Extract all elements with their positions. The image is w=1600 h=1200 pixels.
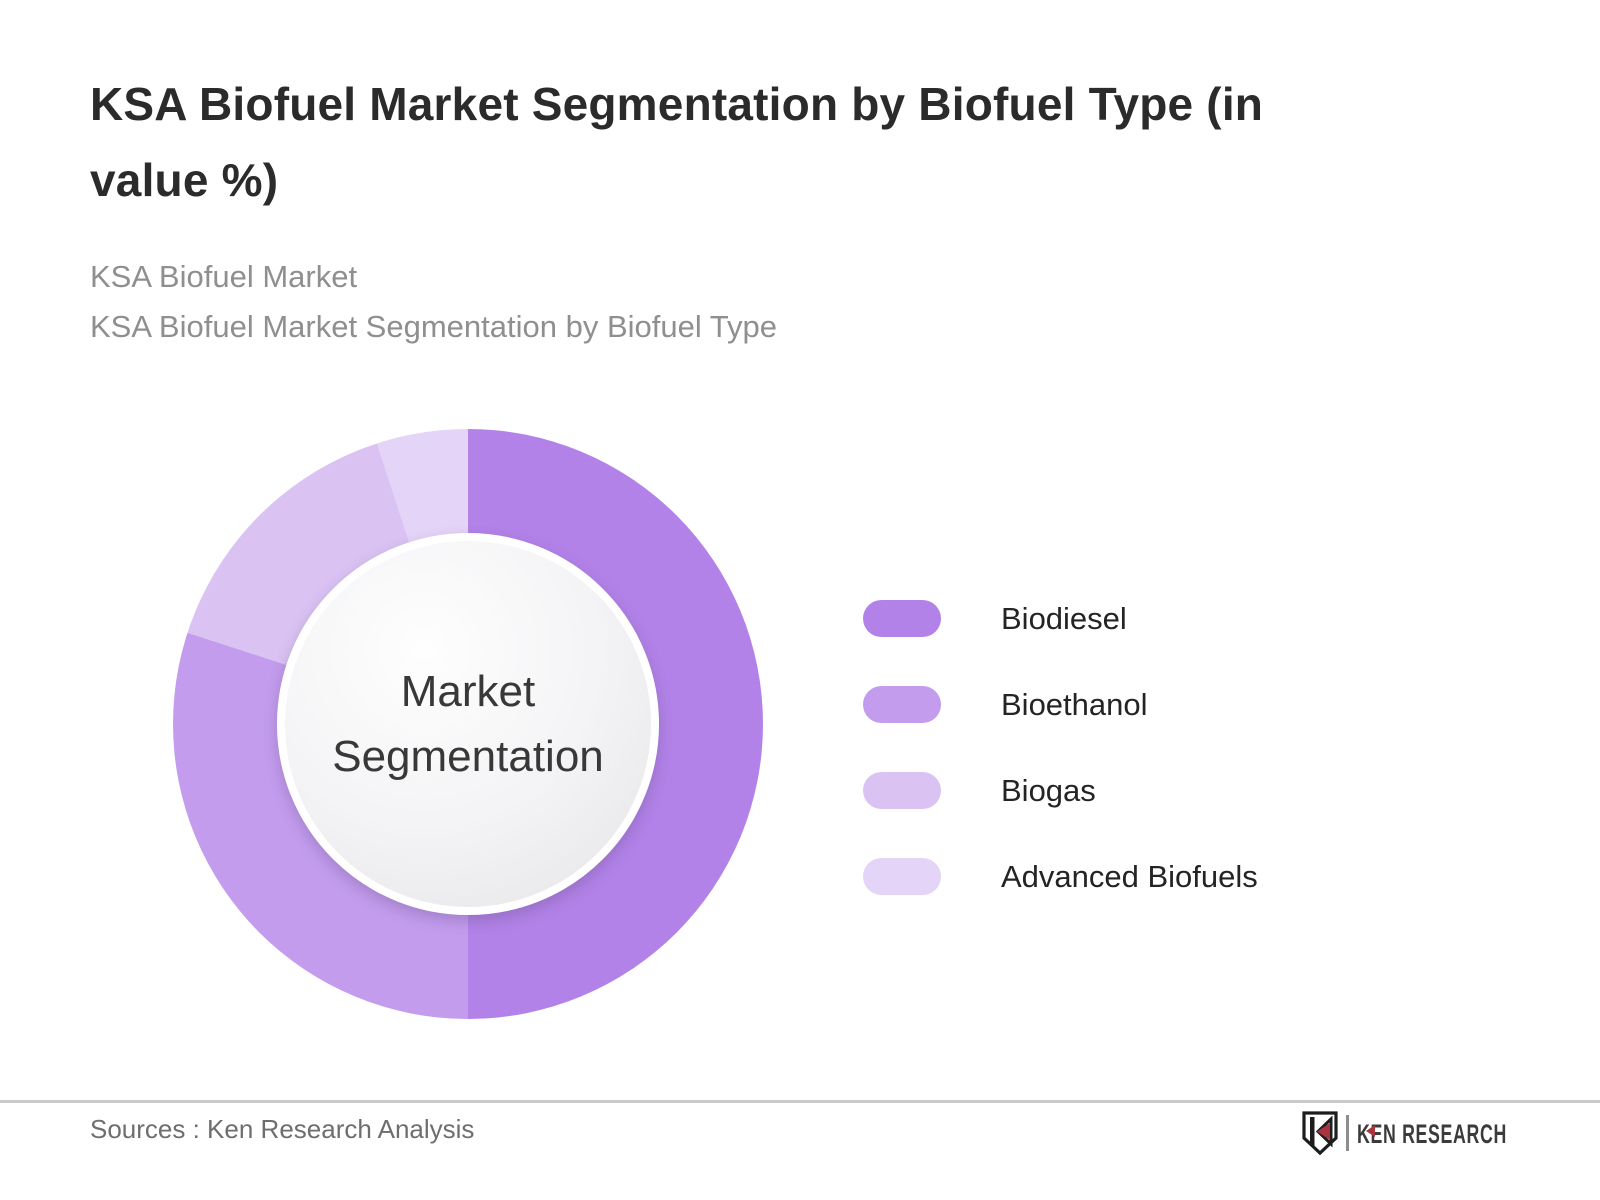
legend-label: Advanced Biofuels	[1001, 858, 1258, 894]
logo-divider	[1346, 1115, 1349, 1151]
legend-item: Biogas	[863, 772, 1258, 809]
donut-center: Market Segmentation	[277, 533, 659, 915]
donut-center-label-line-2: Segmentation	[332, 732, 604, 781]
ken-research-logo-image: KEN RESEARCH	[1302, 1111, 1507, 1156]
legend-item: Biodiesel	[863, 600, 1258, 637]
ken-research-logo: KEN RESEARCH	[1300, 1110, 1512, 1161]
subtitle-line-1: KSA Biofuel Market	[90, 259, 358, 294]
page-title-line-2: value %)	[90, 154, 279, 206]
logo-wordmark-red-arrow-icon	[1366, 1125, 1375, 1137]
legend-item: Advanced Biofuels	[863, 858, 1258, 895]
logo-wordmark: KEN RESEARCH	[1357, 1119, 1507, 1149]
legend-swatch	[863, 600, 941, 637]
legend-label: Biogas	[1001, 772, 1096, 808]
donut-center-label: Market Segmentation	[332, 659, 604, 789]
legend-swatch	[863, 858, 941, 895]
donut-center-label-line-1: Market	[400, 667, 536, 716]
chart-legend: Biodiesel Bioethanol Biogas Advanced Bio…	[863, 600, 1258, 944]
logo-k-arms	[1315, 1115, 1333, 1148]
logo-red-triangle-icon	[1317, 1123, 1330, 1140]
legend-swatch	[863, 772, 941, 809]
footer-divider	[0, 1100, 1600, 1103]
donut-chart: Market Segmentation	[173, 429, 763, 1019]
page-subtitle: KSA Biofuel Market KSA Biofuel Market Se…	[90, 252, 777, 352]
subtitle-line-2: KSA Biofuel Market Segmentation by Biofu…	[90, 309, 777, 344]
source-text: Sources : Ken Research Analysis	[90, 1114, 475, 1144]
legend-swatch	[863, 686, 941, 723]
legend-label: Biodiesel	[1001, 600, 1127, 636]
legend-label: Bioethanol	[1001, 686, 1148, 722]
page-title: KSA Biofuel Market Segmentation by Biofu…	[90, 66, 1430, 218]
logo-k-stem	[1310, 1117, 1315, 1146]
page-title-line-1: KSA Biofuel Market Segmentation by Biofu…	[90, 78, 1264, 130]
legend-item: Bioethanol	[863, 686, 1258, 723]
